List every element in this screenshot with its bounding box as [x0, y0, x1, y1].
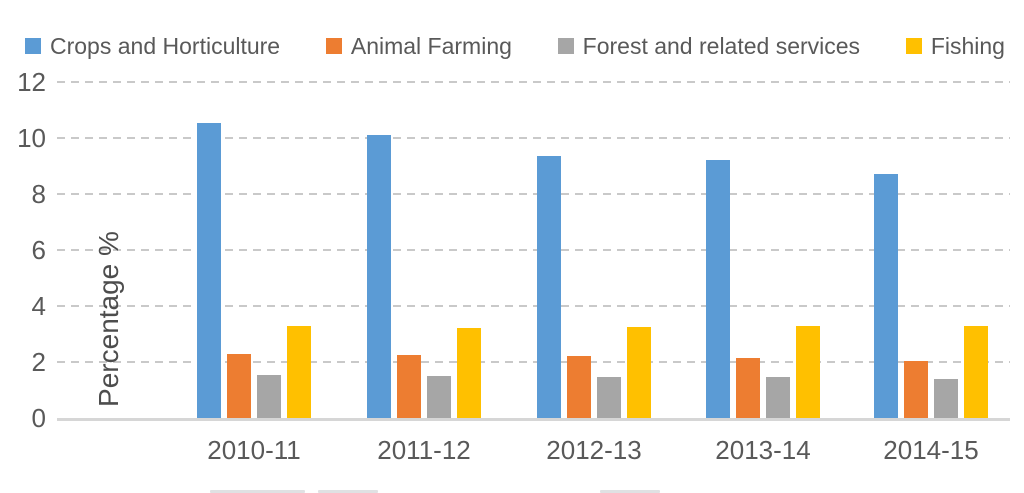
gridline-8: [57, 193, 1010, 195]
bar-2010-11-fishing: [287, 326, 311, 418]
x-tick-label-2011-12: 2011-12: [377, 435, 471, 465]
bar-2011-12-forest-and-related-services: [427, 376, 451, 418]
bar-2012-13-forest-and-related-services: [597, 377, 621, 418]
bar-2010-11-forest-and-related-services: [257, 375, 281, 418]
legend-swatch-icon: [557, 38, 574, 54]
legend-label: Fishing: [930, 32, 1005, 59]
bar-2014-15-fishing: [964, 326, 988, 418]
bar-2013-14-crops-and-horticulture: [706, 160, 730, 418]
legend-label: Forest and related services: [582, 32, 861, 59]
bar-2011-12-animal-farming: [397, 355, 421, 418]
bar-2013-14-fishing: [796, 326, 820, 418]
legend-item-crops-and-horticulture: Crops and Horticulture: [25, 32, 281, 59]
legend-item-forest-and-related-services: Forest and related services: [557, 32, 861, 59]
bar-2012-13-crops-and-horticulture: [537, 156, 561, 418]
bar-2014-15-animal-farming: [904, 361, 928, 418]
x-axis-baseline: [57, 418, 1010, 421]
y-axis-title: Percentage %: [93, 231, 124, 407]
legend-label: Animal Farming: [350, 32, 512, 59]
cropped-text-fragment: [600, 490, 660, 493]
bar-2013-14-forest-and-related-services: [766, 377, 790, 418]
bar-2012-13-animal-farming: [567, 356, 591, 418]
x-tick-label-2014-15: 2014-15: [883, 435, 979, 465]
gridline-10: [57, 137, 1010, 139]
y-tick-label-4: 4: [31, 291, 46, 321]
chart-legend: Crops and Horticulture Animal Farming Fore…: [25, 30, 1005, 62]
x-tick-label-2013-14: 2013-14: [715, 435, 811, 465]
gridline-12: [57, 81, 1010, 83]
gridline-2: [57, 361, 1010, 363]
bar-2011-12-crops-and-horticulture: [367, 135, 391, 418]
y-tick-label-6: 6: [31, 235, 46, 265]
cropped-text-fragment: [210, 490, 305, 493]
legend-label: Crops and Horticulture: [50, 32, 281, 59]
legend-swatch-icon: [25, 38, 41, 54]
y-tick-label-0: 0: [31, 403, 46, 433]
bar-2011-12-fishing: [457, 328, 481, 418]
legend-item-animal-farming: Animal Farming: [325, 32, 512, 59]
bar-2013-14-animal-farming: [736, 358, 760, 418]
gridline-4: [57, 305, 1010, 307]
x-tick-label-2010-11: 2010-11: [207, 435, 301, 465]
bar-2010-11-crops-and-horticulture: [197, 123, 221, 418]
y-tick-label-2: 2: [31, 347, 46, 377]
cropped-text-fragment: [318, 490, 378, 493]
bar-2014-15-forest-and-related-services: [934, 379, 958, 418]
gridline-6: [57, 249, 1010, 251]
bar-2012-13-fishing: [627, 327, 651, 418]
legend-swatch-icon: [905, 38, 922, 54]
x-tick-label-2012-13: 2012-13: [546, 435, 642, 465]
bar-2010-11-animal-farming: [227, 354, 251, 418]
bar-2014-15-crops-and-horticulture: [874, 174, 898, 418]
y-tick-label-10: 10: [17, 123, 46, 153]
legend-item-fishing: Fishing: [905, 32, 1005, 59]
y-tick-label-12: 12: [17, 67, 46, 97]
legend-swatch-icon: [325, 38, 342, 54]
y-tick-label-8: 8: [31, 179, 46, 209]
